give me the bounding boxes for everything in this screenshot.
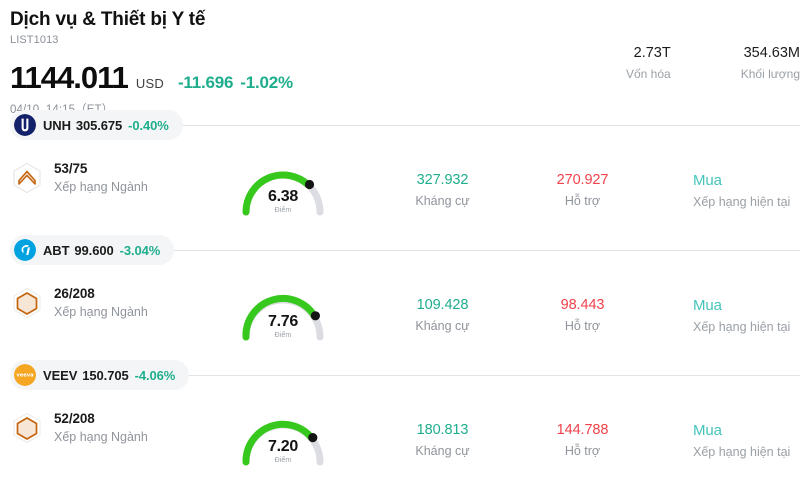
stat-volume: 354.63M Khối lượng xyxy=(741,44,800,83)
rating-cell: Mua Xếp hạng hiện tại xyxy=(693,421,790,462)
rating-value: Mua xyxy=(693,297,722,314)
support-cell: 270.927 Hỗ trợ xyxy=(530,171,635,211)
support-value: 270.927 xyxy=(556,172,609,188)
rank-text-group: 52/208 Xếp hạng Ngành xyxy=(54,410,148,446)
quote-header: Dịch vụ & Thiết bị Y tế LIST1013 1144.01… xyxy=(0,0,800,116)
symbol-code: LIST1013 xyxy=(10,34,59,46)
resistance-label: Kháng cự xyxy=(415,319,470,333)
rating-cell: Mua Xếp hạng hiện tại xyxy=(693,296,790,337)
rating-label: Xếp hạng hiện tại xyxy=(693,445,791,459)
rank-value: 52/208 xyxy=(54,411,95,426)
ticker-price: 150.705 xyxy=(82,367,129,383)
resistance-label: Kháng cự xyxy=(415,444,470,458)
resistance-value: 180.813 xyxy=(416,422,469,438)
support-label: Hỗ trợ xyxy=(564,194,601,208)
score-label: Điểm xyxy=(274,457,292,464)
rank-value: 26/208 xyxy=(54,286,95,301)
ticker-change-percent: -4.06% xyxy=(134,367,176,383)
resistance-value: 109.428 xyxy=(416,297,469,313)
rank-label: Xếp hạng Ngành xyxy=(54,180,148,194)
header-stats: 2.73T Vốn hóa 354.63M Khối lượng xyxy=(626,44,800,83)
ticker-price: 99.600 xyxy=(74,242,114,258)
ticker-bar: veeva VEEV 150.705 -4.06% xyxy=(0,360,800,390)
stat-label: Vốn hóa xyxy=(626,67,671,81)
score-label: Điểm xyxy=(274,207,292,214)
resistance-value: 327.932 xyxy=(416,172,469,188)
resistance-label: Kháng cự xyxy=(415,194,470,208)
rank-text-group: 26/208 Xếp hạng Ngành xyxy=(54,285,148,321)
support-value: 144.788 xyxy=(556,422,609,438)
abt-logo-icon xyxy=(14,239,36,261)
rank-label: Xếp hạng Ngành xyxy=(54,305,148,319)
table-row[interactable]: 52/208 Xếp hạng Ngành 7.20 Điểm 180.813 xyxy=(0,390,800,485)
ticker-symbol: ABT xyxy=(43,242,70,258)
ticker-symbol: VEEV xyxy=(43,367,78,383)
support-value: 98.443 xyxy=(560,297,605,313)
price-change: -11.696 xyxy=(177,73,234,92)
ticker-bar: ABT 99.600 -3.04% xyxy=(0,235,800,265)
rating-label: Xếp hạng hiện tại xyxy=(693,320,791,334)
stock-group: UNH 305.675 -0.40% 53/75 Xếp hạng xyxy=(0,110,800,235)
resistance-cell: 180.813 Kháng cự xyxy=(390,421,495,461)
rating-value: Mua xyxy=(693,172,722,189)
score-value: 7.20 xyxy=(268,438,298,455)
support-label: Hỗ trợ xyxy=(564,444,601,458)
ticker-bar: UNH 305.675 -0.40% xyxy=(0,110,800,140)
quote-line: 1144.011 USD -11.696 -1.02% xyxy=(10,61,800,95)
ticker-pill[interactable]: veeva VEEV 150.705 -4.06% xyxy=(10,360,190,390)
support-cell: 144.788 Hỗ trợ xyxy=(530,421,635,461)
score-value: 7.76 xyxy=(268,313,298,330)
hex-outline-icon xyxy=(10,286,44,320)
table-row[interactable]: 26/208 Xếp hạng Ngành 7.76 Điểm 109.428 xyxy=(0,265,800,360)
price-change-percent: -1.02% xyxy=(240,73,293,92)
stat-value: 2.73T xyxy=(633,45,671,61)
ticker-change-percent: -0.40% xyxy=(128,117,169,133)
rating-value: Mua xyxy=(693,422,722,439)
ticker-symbol: UNH xyxy=(43,117,71,133)
stock-group: veeva VEEV 150.705 -4.06% xyxy=(0,360,800,485)
support-cell: 98.443 Hỗ trợ xyxy=(530,296,635,336)
stock-list: UNH 305.675 -0.40% 53/75 Xếp hạng xyxy=(0,110,800,485)
hex-outline-icon xyxy=(10,411,44,445)
resistance-cell: 327.932 Kháng cự xyxy=(390,171,495,211)
table-row[interactable]: 53/75 Xếp hạng Ngành 6.38 Điểm 327.932 xyxy=(0,140,800,235)
industry-rank-cell: 52/208 Xếp hạng Ngành xyxy=(10,410,148,446)
divider xyxy=(10,250,800,251)
ticker-change-percent: -3.04% xyxy=(119,242,161,258)
score-gauge: 7.76 Điểm xyxy=(237,287,329,343)
currency-label: USD xyxy=(135,76,164,91)
score-label: Điểm xyxy=(274,332,292,339)
score-gauge: 7.20 Điểm xyxy=(237,412,329,468)
ticker-price: 305.675 xyxy=(75,117,123,133)
stat-value: 354.63M xyxy=(743,45,800,61)
rating-label: Xếp hạng hiện tại xyxy=(693,195,791,209)
unh-logo-icon xyxy=(14,114,36,136)
rank-label: Xếp hạng Ngành xyxy=(54,430,148,444)
last-price: 1144.011 xyxy=(10,60,129,95)
score-value: 6.38 xyxy=(268,188,298,205)
score-gauge: 6.38 Điểm xyxy=(237,162,329,218)
divider xyxy=(10,125,800,126)
stat-market-cap: 2.73T Vốn hóa xyxy=(626,44,671,83)
industry-rank-cell: 53/75 Xếp hạng Ngành xyxy=(10,160,148,196)
svg-text:veeva: veeva xyxy=(16,373,34,379)
industry-rank-cell: 26/208 Xếp hạng Ngành xyxy=(10,285,148,321)
ticker-pill[interactable]: UNH 305.675 -0.40% xyxy=(10,110,183,140)
chevron-hex-icon xyxy=(10,161,44,195)
rank-text-group: 53/75 Xếp hạng Ngành xyxy=(54,160,148,196)
resistance-cell: 109.428 Kháng cự xyxy=(390,296,495,336)
page-title: Dịch vụ & Thiết bị Y tế xyxy=(10,9,206,30)
support-label: Hỗ trợ xyxy=(564,319,601,333)
rating-cell: Mua Xếp hạng hiện tại xyxy=(693,171,790,212)
stock-group: ABT 99.600 -3.04% 26/208 Xếp hạng xyxy=(0,235,800,360)
ticker-pill[interactable]: ABT 99.600 -3.04% xyxy=(10,235,175,265)
veev-logo-icon: veeva xyxy=(14,364,36,386)
divider xyxy=(10,375,800,376)
stat-label: Khối lượng xyxy=(740,67,800,81)
rank-value: 53/75 xyxy=(54,161,88,176)
